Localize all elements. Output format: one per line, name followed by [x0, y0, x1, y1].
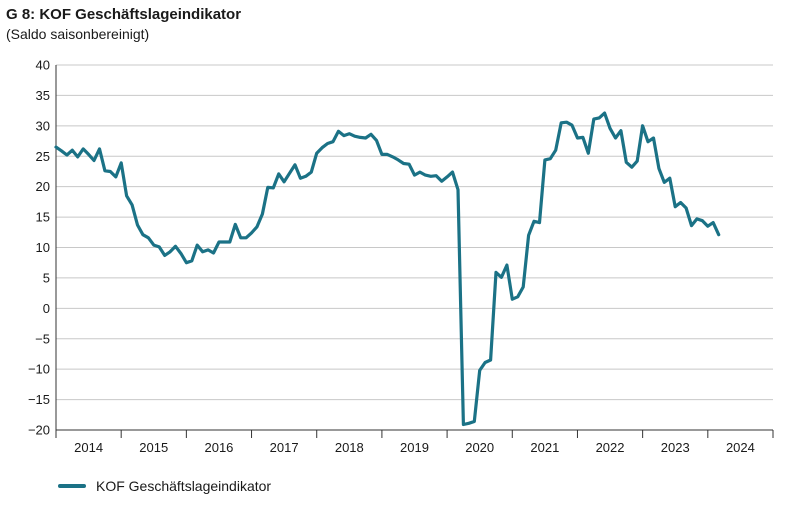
y-tick-label: −10 [28, 362, 50, 377]
y-tick-label: 30 [36, 118, 50, 133]
legend-swatch [58, 484, 86, 488]
x-tick-label: 2023 [661, 440, 690, 455]
y-axis-ticks: 40 35 30 25 20 15 10 5 0 −5 −10 −15 −20 [28, 58, 50, 438]
y-tick-label: 20 [36, 179, 50, 194]
x-tick-label: 2019 [400, 440, 429, 455]
x-tick-label: 2021 [530, 440, 559, 455]
y-tick-label: 0 [43, 301, 50, 316]
legend: KOF Geschäftslageindikator [58, 478, 271, 494]
chart-subtitle: (Saldo saisonbereinigt) [6, 26, 150, 42]
series-line [54, 111, 721, 427]
y-tick-label: −20 [28, 423, 50, 438]
x-tick-label: 2017 [270, 440, 299, 455]
y-tick-label: −5 [35, 331, 50, 346]
y-tick-label: 35 [36, 88, 50, 103]
x-tick-label: 2022 [596, 440, 625, 455]
y-tick-label: −15 [28, 392, 50, 407]
legend-label: KOF Geschäftslageindikator [96, 478, 272, 494]
grid-lines [55, 64, 773, 431]
y-tick-label: 40 [36, 58, 50, 73]
y-tick-label: 10 [36, 240, 50, 255]
chart-title: G 8: KOF Geschäftslageindikator [6, 6, 242, 23]
x-tick-label: 2018 [335, 440, 364, 455]
x-tick-label: 2015 [139, 440, 168, 455]
y-tick-label: 15 [36, 210, 50, 225]
x-tick-label: 2024 [726, 440, 755, 455]
series-layer [54, 111, 721, 427]
x-tick-label: 2014 [74, 440, 103, 455]
y-tick-label: 25 [36, 149, 50, 164]
y-tick-label: 5 [43, 270, 50, 285]
x-tick-label: 2016 [204, 440, 233, 455]
x-axis: 2014 2015 2016 2017 2018 2019 2020 2021 2022 2023… [55, 429, 774, 455]
x-tick-label: 2020 [465, 440, 494, 455]
